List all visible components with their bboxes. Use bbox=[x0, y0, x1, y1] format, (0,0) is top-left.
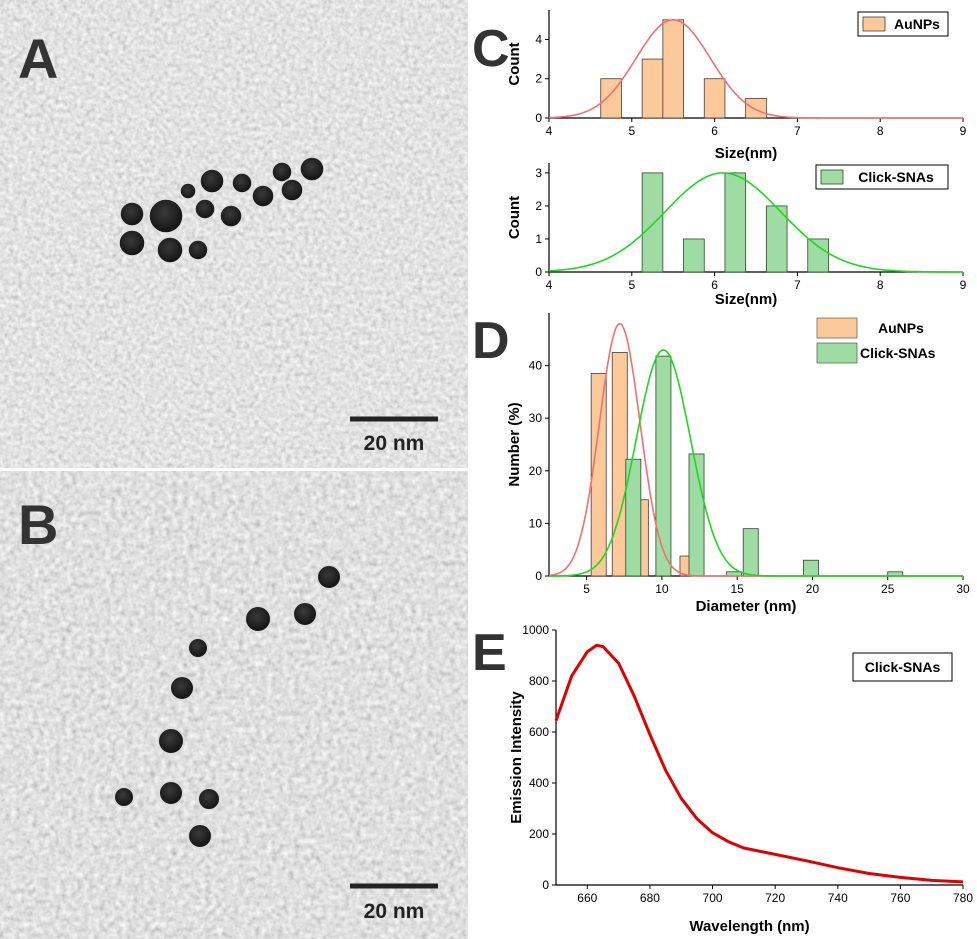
histogram-bar bbox=[641, 58, 664, 119]
x-axis-label: Diameter (nm) bbox=[696, 598, 797, 615]
y-axis-label: Emission Intensity bbox=[508, 691, 525, 824]
x-tick-label: 660 bbox=[577, 891, 597, 905]
x-tick-label: 720 bbox=[765, 891, 785, 905]
chart-e: 660 680 700 720 740 760 780 0 200 400 600 800 1000 Wa… bbox=[508, 623, 973, 935]
x-tick-label: 10 bbox=[655, 582, 669, 596]
chart-c-bottom: 4 5 6 7 8 9 0 1 2 3 Size(nm) Count Click-SNAs bbox=[506, 163, 967, 308]
x-tick-label: 6 bbox=[711, 278, 718, 292]
y-tick-label: 800 bbox=[529, 674, 549, 688]
legend-label: Click-SNAs bbox=[865, 659, 941, 675]
histogram-bar bbox=[745, 97, 767, 119]
y-tick-label: 4 bbox=[535, 32, 542, 46]
legend-label: Click-SNAs bbox=[858, 169, 934, 185]
x-tick-label: 4 bbox=[546, 278, 553, 292]
y-axis-label: Count bbox=[506, 196, 523, 239]
chart-c-top: 4 5 6 7 8 9 0 2 4 Size(nm) Count AuNPs bbox=[506, 10, 967, 162]
y-tick-label: 10 bbox=[529, 516, 543, 530]
x-tick-label: 780 bbox=[953, 891, 973, 905]
y-axis-label: Number (%) bbox=[506, 402, 523, 486]
x-tick-label: 5 bbox=[628, 278, 635, 292]
panel-b: B 20 nm bbox=[0, 471, 468, 939]
panel-letter-b: B bbox=[18, 493, 58, 556]
histogram-bar bbox=[625, 458, 642, 577]
x-tick-label: 5 bbox=[628, 124, 635, 138]
x-tick-label: 20 bbox=[806, 582, 820, 596]
histogram-bar bbox=[742, 528, 759, 577]
histogram-bar bbox=[807, 238, 829, 273]
y-tick-label: 1 bbox=[535, 232, 542, 246]
x-tick-label: 7 bbox=[794, 124, 801, 138]
scale-bar-label-a: 20 nm bbox=[364, 432, 425, 455]
x-tick-label: 9 bbox=[960, 278, 967, 292]
y-tick-label: 0 bbox=[542, 878, 549, 892]
histogram-bar bbox=[641, 172, 664, 273]
histogram-bar bbox=[765, 205, 788, 273]
y-tick-label: 0 bbox=[535, 111, 542, 125]
y-tick-label: 40 bbox=[529, 359, 543, 373]
legend-label: AuNPs bbox=[894, 16, 940, 32]
y-axis-label: Count bbox=[506, 42, 523, 85]
x-tick-label: 740 bbox=[828, 891, 848, 905]
x-tick-label: 4 bbox=[546, 124, 553, 138]
x-tick-label: 8 bbox=[877, 124, 884, 138]
x-tick-label: 15 bbox=[731, 582, 745, 596]
x-tick-label: 7 bbox=[794, 278, 801, 292]
x-axis-label: Size(nm) bbox=[715, 145, 778, 162]
x-tick-label: 6 bbox=[711, 124, 718, 138]
gaussian-fit-curve bbox=[548, 18, 963, 119]
y-tick-label: 600 bbox=[529, 725, 549, 739]
histogram-bar bbox=[803, 559, 819, 577]
legend-box bbox=[857, 11, 949, 37]
x-axis-label: Wavelength (nm) bbox=[689, 918, 809, 935]
y-tick-label: 2 bbox=[535, 72, 542, 86]
y-tick-label: 1000 bbox=[522, 623, 549, 637]
x-tick-label: 30 bbox=[956, 582, 970, 596]
tem-image-b bbox=[0, 471, 468, 939]
x-tick-label: 8 bbox=[877, 278, 884, 292]
legend-swatch bbox=[820, 169, 844, 185]
legend-swatch bbox=[816, 317, 858, 339]
nanoparticle-chain-b bbox=[113, 564, 342, 849]
x-tick-label: 9 bbox=[960, 124, 967, 138]
y-tick-label: 200 bbox=[529, 827, 549, 841]
panel-a: A 20 nm bbox=[0, 0, 468, 468]
panel-letter-e: E bbox=[472, 624, 507, 682]
tem-image-a bbox=[0, 0, 468, 468]
panel-letter-a: A bbox=[18, 27, 58, 90]
histogram-bar bbox=[683, 238, 705, 273]
y-tick-label: 3 bbox=[535, 166, 542, 180]
panel-letter-c: C bbox=[472, 20, 510, 78]
histogram-bar bbox=[590, 373, 607, 577]
histogram-bar bbox=[655, 355, 672, 577]
panel-letter-d: D bbox=[472, 312, 510, 370]
x-tick-label: 25 bbox=[881, 582, 895, 596]
emission-spectrum-line bbox=[554, 643, 964, 884]
legend-label: AuNPs bbox=[878, 320, 924, 336]
x-tick-label: 5 bbox=[583, 582, 590, 596]
gaussian-fit-curve bbox=[549, 349, 963, 577]
legend-swatch bbox=[862, 16, 886, 32]
y-tick-label: 30 bbox=[529, 411, 543, 425]
legend-swatch bbox=[816, 342, 858, 364]
x-tick-label: 760 bbox=[890, 891, 910, 905]
histogram-bar bbox=[724, 172, 747, 273]
nanoparticle-cluster-a bbox=[118, 156, 325, 264]
y-tick-label: 400 bbox=[529, 776, 549, 790]
histogram-bar bbox=[703, 78, 726, 119]
y-tick-label: 0 bbox=[535, 569, 542, 583]
legend-box bbox=[852, 652, 953, 682]
histogram-bar bbox=[662, 19, 684, 119]
y-tick-label: 0 bbox=[535, 265, 542, 279]
y-tick-label: 20 bbox=[529, 464, 543, 478]
histogram-bar bbox=[611, 352, 628, 577]
x-axis-label: Size(nm) bbox=[715, 291, 778, 308]
chart-d: 5 10 15 20 25 30 0 10 20 30 40 Diameter (nm) Number … bbox=[506, 313, 970, 615]
gaussian-fit-curve bbox=[548, 172, 963, 273]
x-tick-label: 700 bbox=[703, 891, 723, 905]
x-tick-label: 680 bbox=[640, 891, 660, 905]
scale-bar-label-b: 20 nm bbox=[364, 900, 425, 923]
legend-label: Click-SNAs bbox=[860, 345, 936, 361]
y-tick-label: 2 bbox=[535, 199, 542, 213]
